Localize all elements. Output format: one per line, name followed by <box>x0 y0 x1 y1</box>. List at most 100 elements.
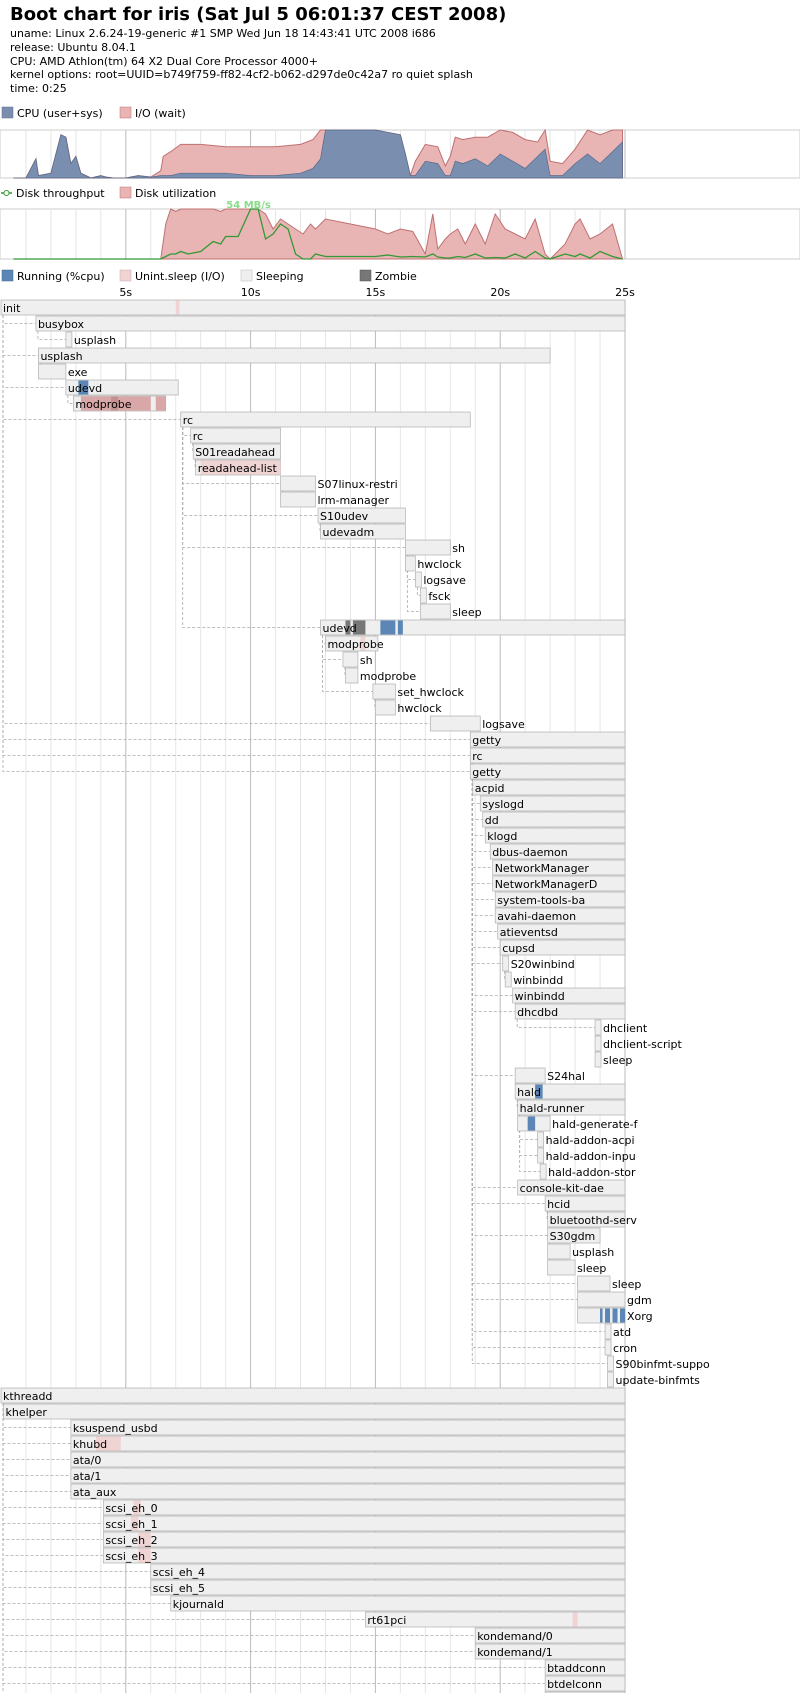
process-state-block <box>80 396 111 411</box>
process-label: hald-generate-f <box>552 1118 639 1131</box>
process-bar <box>192 443 281 460</box>
process-bar <box>102 1547 626 1564</box>
process-label: S01readahead <box>195 446 275 459</box>
process-label: Xorg <box>627 1310 653 1323</box>
process-bar <box>494 891 626 908</box>
process-label: sleep <box>452 606 481 619</box>
process-parent-link <box>37 331 66 340</box>
process-label: rc <box>472 750 482 763</box>
process-label: S10udev <box>320 510 369 523</box>
legend-sleeping-label: Sleeping <box>256 270 304 283</box>
process-bar <box>469 747 626 764</box>
legend-sleeping-swatch <box>240 269 253 282</box>
process-bar <box>484 827 626 844</box>
process-label: ata_aux <box>73 1486 117 1499</box>
process-bar <box>0 299 626 316</box>
process-label: NetworkManagerD <box>495 878 598 891</box>
process-bar <box>547 1211 626 1228</box>
process-bar <box>537 1131 544 1148</box>
process-bar <box>489 843 626 860</box>
legend-running-swatch <box>1 269 14 282</box>
process-parent-link <box>519 1115 541 1172</box>
process-bar <box>280 475 316 492</box>
process-bar <box>375 699 396 716</box>
process-label: udevd <box>322 622 356 635</box>
process-label: scsi_eh_0 <box>105 1502 157 1515</box>
process-bar <box>65 331 73 348</box>
process-bar <box>70 1419 626 1436</box>
cpu-line: CPU: AMD Athlon(tm) 64 X2 Dual Core Proc… <box>10 55 318 68</box>
process-bar <box>577 1291 626 1308</box>
process-bar <box>607 1371 614 1388</box>
process-bar <box>514 1003 626 1020</box>
process-label: rc <box>193 430 203 443</box>
legend-io-swatch <box>119 106 132 119</box>
process-label: sleep <box>612 1278 641 1291</box>
legend-zombie-label: Zombie <box>375 270 417 283</box>
process-label: modprobe <box>360 670 416 683</box>
process-label: usplash <box>40 350 82 363</box>
process-label: scsi_eh_3 <box>105 1550 157 1563</box>
process-label: atd <box>613 1326 631 1339</box>
process-bar <box>514 1067 546 1084</box>
process-label: hwclock <box>417 558 462 571</box>
process-bar <box>65 379 179 396</box>
process-label: sh <box>360 654 373 667</box>
process-state-block <box>175 300 180 315</box>
process-label: scsi_eh_5 <box>153 1582 205 1595</box>
process-label: khelper <box>5 1406 47 1419</box>
process-label: syslogd <box>482 798 524 811</box>
legend-utilization-swatch <box>119 186 132 199</box>
process-label: hwclock <box>397 702 442 715</box>
process-state-block <box>133 1500 141 1515</box>
process-bar <box>320 523 406 540</box>
process-parent-link <box>2 315 471 772</box>
process-bar <box>472 779 626 796</box>
process-bar <box>594 1019 602 1036</box>
process-label: hald-addon-stor <box>548 1166 636 1179</box>
process-label: avahi-daemon <box>497 910 576 923</box>
process-bar <box>419 587 427 604</box>
process-parent-link <box>182 427 321 628</box>
process-label: rt61pci <box>367 1614 406 1627</box>
legend-running-label: Running (%cpu) <box>17 270 105 283</box>
time-tick-label: 20s <box>490 286 510 299</box>
time-line: time: 0:25 <box>10 82 67 95</box>
process-bar <box>499 939 626 956</box>
process-label: udevadm <box>322 526 374 539</box>
legend-unint-sleep-swatch <box>119 269 132 282</box>
process-state-block <box>110 396 119 411</box>
process-bar <box>320 619 626 636</box>
process-bar <box>502 955 510 972</box>
process-bar <box>607 1355 614 1372</box>
process-bar <box>547 1227 601 1244</box>
process-bar <box>414 571 422 588</box>
process-state-block <box>360 636 366 651</box>
process-bar <box>594 1051 602 1068</box>
process-bar <box>70 1435 626 1452</box>
process-label: ata/1 <box>73 1470 102 1483</box>
process-parent-link <box>516 1019 596 1028</box>
process-state-block <box>95 1436 121 1451</box>
process-label: ata/0 <box>73 1454 102 1467</box>
process-label: lrm-manager <box>317 494 389 507</box>
legend-throughput-swatch-dot <box>3 190 10 196</box>
release-line: release: Ubuntu 8.04.1 <box>10 41 137 54</box>
time-tick-label: 15s <box>366 286 386 299</box>
process-label: bluetoothd-serv <box>550 1214 638 1227</box>
kernel-options-line: kernel options: root=UUID=b749f759-ff82-… <box>10 68 473 81</box>
process-label: system-tools-ba <box>497 894 585 907</box>
process-bar <box>419 603 451 620</box>
process-state-block <box>572 1612 578 1627</box>
process-label: init <box>3 302 21 315</box>
process-state-block <box>138 1532 151 1547</box>
process-bar <box>38 363 67 380</box>
process-parent-link <box>2 315 39 356</box>
process-label: gdm <box>627 1294 652 1307</box>
process-bar <box>3 1403 626 1420</box>
process-bar <box>190 427 281 444</box>
process-bar <box>547 1259 576 1276</box>
process-label: usplash <box>74 334 116 347</box>
process-bar <box>280 491 316 508</box>
process-bar <box>544 1195 626 1212</box>
